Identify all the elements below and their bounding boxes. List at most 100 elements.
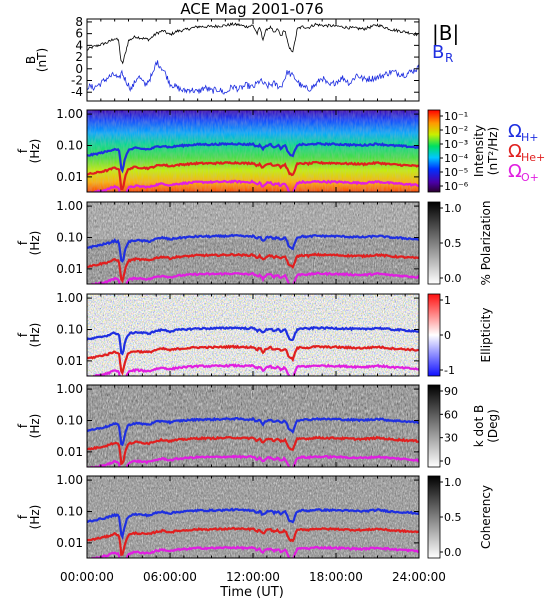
series-line-b-r: [86, 60, 420, 95]
y-axis-unit: (Hz): [28, 414, 42, 439]
x-tick-label: 06:00:00: [143, 570, 197, 584]
colorbar-label: Coherency: [479, 485, 493, 549]
y-tick-label: 1.00: [56, 291, 83, 305]
spectrogram-texture: [87, 294, 419, 376]
y-tick-label: 0.01: [56, 536, 83, 550]
y-tick-label: 1.00: [56, 473, 83, 487]
colorbar-tick-label: 10⁻⁵: [444, 166, 468, 179]
spectrogram-shade: [87, 202, 419, 239]
colorbar-label: k dot B: [472, 405, 486, 447]
spectrogram: [87, 110, 419, 192]
legend-omega-o-plus: Ω: [508, 161, 522, 182]
y-tick-label: 0: [75, 62, 83, 76]
line-h-plus: [87, 416, 419, 447]
y-axis-unit: (Hz): [28, 139, 42, 164]
colorbar-tick-label: 10⁻⁶: [444, 180, 469, 193]
legend-b-r: B: [432, 42, 444, 63]
y-axis-label: f: [16, 514, 30, 519]
colorbar: [427, 109, 441, 193]
line-o-plus: [88, 545, 419, 558]
panel-2: 1.00 0.10 0.01 f(Hz) 10⁻¹10⁻²10⁻³10⁻⁴10⁻⁵10⁻…: [16, 107, 545, 193]
x-tick-label: 18:00:00: [309, 570, 363, 584]
y-tick-label: 0.10: [56, 413, 83, 427]
y-tick-label: 0.10: [56, 322, 83, 336]
colorbar-tick-label: 0.5: [444, 237, 462, 250]
legend-omega-he-plus: Ω: [508, 141, 522, 162]
colorbar-tick-label: 1.0: [444, 476, 462, 489]
y-axis-unit: (nT): [35, 48, 49, 72]
y-tick-label: 1.00: [56, 382, 83, 396]
y-tick-label: 8: [75, 15, 83, 29]
spectrogram: [87, 476, 419, 558]
colorbar-label: Ellipticity: [479, 308, 493, 363]
y-axis-unit: (Hz): [28, 505, 42, 530]
y-axis-label: f: [16, 240, 30, 245]
plot-area: [87, 19, 419, 101]
panel-5: 1.00 0.10 0.01 f(Hz) 90 60 30 0 k dot B (Deg): [16, 382, 500, 468]
legend-omega-subscript: O+: [521, 171, 539, 184]
y-axis-label: f: [16, 423, 30, 428]
y-tick-label: 2: [75, 50, 83, 64]
x-axis-label: Time (UT): [219, 585, 284, 600]
colorbar-tick-label: 0.0: [444, 546, 462, 559]
colorbar-unit: (nT²/Hz): [486, 127, 500, 175]
y-tick-label: 0.01: [56, 262, 83, 276]
colorbar-tick-label: 0: [444, 455, 451, 468]
y-tick-label: 6: [75, 27, 83, 41]
spectrogram-texture: [87, 385, 419, 467]
series-line-b-total: [86, 21, 420, 65]
line-h-plus: [87, 141, 419, 174]
y-axis-label: f: [16, 332, 30, 337]
line-h-plus: [87, 233, 419, 263]
x-tick-label: 00:00:00: [60, 570, 114, 584]
line-o-plus: [88, 179, 419, 192]
y-axis-label: f: [16, 148, 30, 153]
panel-3: 1.00 0.10 0.01 f(Hz) 1.0 0.5 0.0 % Polarization: [16, 199, 493, 285]
line-o-plus: [87, 454, 419, 467]
y-tick-label: -4: [71, 85, 83, 99]
line-he-plus: [87, 526, 419, 556]
colorbar-tick-label: 0: [444, 329, 451, 342]
colorbar-tick-label: 90: [444, 385, 458, 398]
y-tick-label: 0.10: [56, 504, 83, 518]
colorbar-tick-label: 10⁻⁴: [444, 152, 469, 165]
colorbar-tick-label: -1: [444, 364, 455, 377]
colorbar-tick-label: 30: [444, 432, 458, 445]
colorbar-tick-label: 0.5: [444, 511, 462, 524]
x-tick-label: 24:00:00: [392, 570, 446, 584]
panel-4: 1.00 0.10 0.01 f(Hz) 1 0 -1 Ellipticity: [16, 291, 493, 377]
figure-title: ACE Mag 2001-076: [180, 0, 323, 18]
line-he-plus: [87, 252, 419, 284]
colorbar-label: Intensity: [472, 125, 486, 177]
y-tick-label: 1.00: [56, 199, 83, 213]
y-tick-label: 0.01: [56, 445, 83, 459]
line-h-plus: [87, 325, 419, 356]
line-he-plus: [87, 160, 419, 191]
legend-omega-h-plus: Ω: [508, 121, 522, 142]
spectrogram: [87, 294, 419, 376]
line-he-plus: [87, 435, 419, 466]
legend-b-total: |B|: [432, 21, 459, 45]
y-tick-label: 0.01: [56, 354, 83, 368]
colorbar-tick-label: 1.0: [444, 202, 462, 215]
line-h-plus: [87, 507, 419, 540]
x-axis: 00:00:00 06:00:00 12:00:00 18:00:00 24:00:00: [60, 570, 446, 584]
x-tick-label: 12:00:00: [226, 570, 280, 584]
colorbar: [427, 293, 441, 377]
y-axis-label: B: [24, 56, 38, 64]
line-o-plus: [87, 363, 419, 376]
y-axis-unit: (Hz): [28, 231, 42, 256]
y-tick-label: 4: [75, 38, 83, 52]
colorbar-tick-label: 10⁻³: [444, 138, 468, 151]
spectrogram: [87, 202, 419, 284]
colorbar-tick-label: 60: [444, 408, 458, 421]
y-tick-label: 0.10: [56, 138, 83, 152]
legend-omega-subscript: H+: [521, 131, 539, 144]
colorbar-tick-label: 0.0: [444, 272, 462, 285]
legend-omega-subscript: He+: [521, 151, 545, 164]
y-tick-label: -2: [71, 74, 83, 88]
colorbar-tick-label: 1: [444, 294, 451, 307]
colorbar: [427, 201, 441, 285]
colorbar-unit: (Deg): [486, 409, 500, 443]
